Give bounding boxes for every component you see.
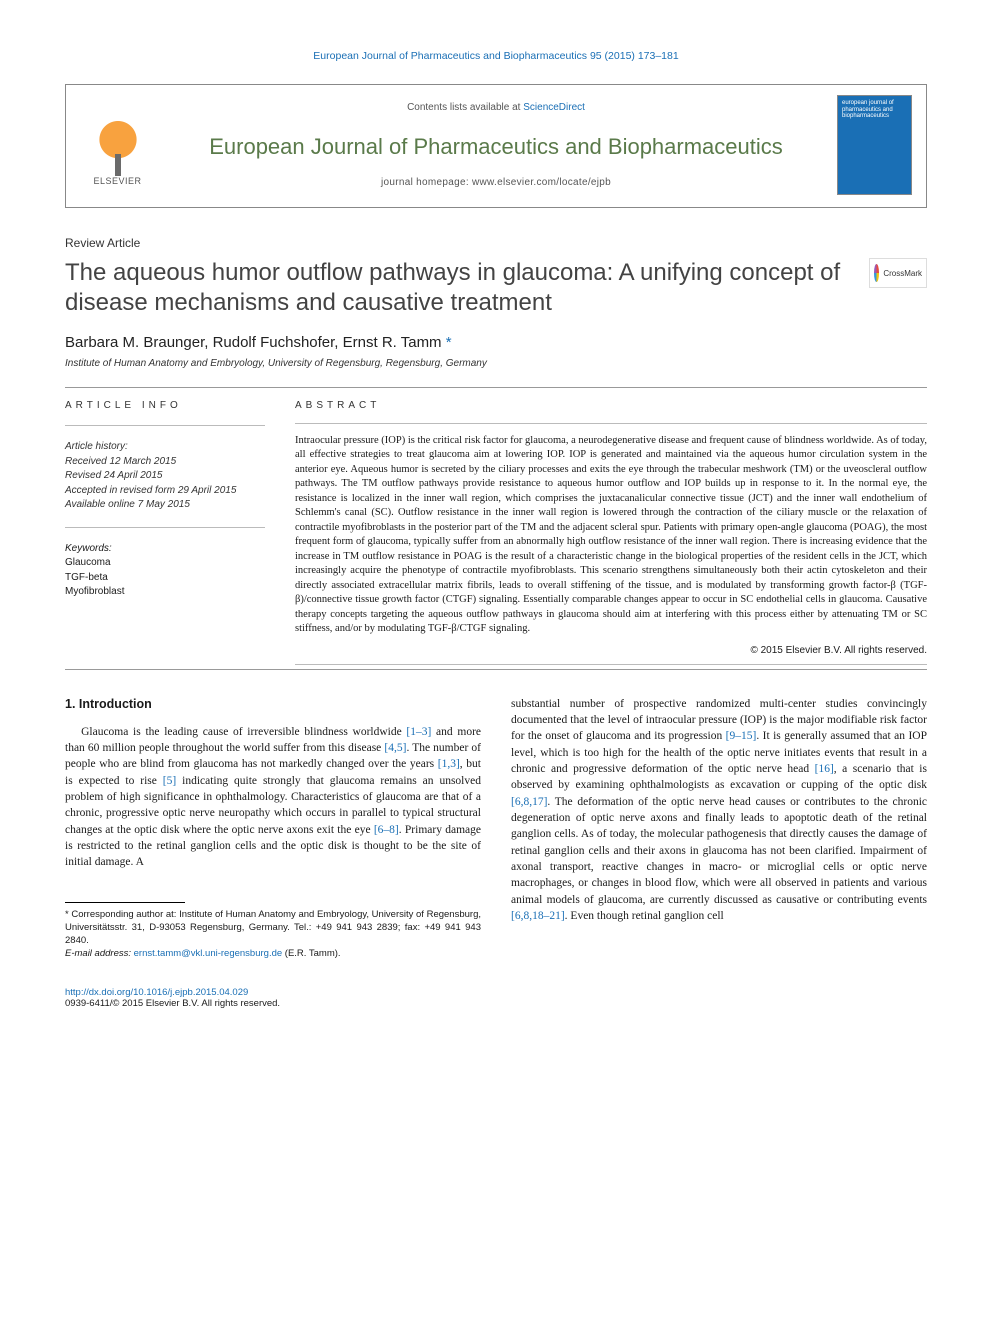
divider-top <box>65 387 927 388</box>
footnote-email-label: E-mail address: <box>65 948 134 959</box>
corresponding-marker: * <box>446 334 452 351</box>
journal-cover-thumbnail: european journal of pharmaceutics and bi… <box>837 95 912 195</box>
article-title: The aqueous humor outflow pathways in gl… <box>65 258 851 318</box>
divider-mid <box>65 669 927 670</box>
crossmark-label: CrossMark <box>883 269 922 278</box>
corresponding-author-footnote: * Corresponding author at: Institute of … <box>65 909 481 960</box>
journal-homepage: journal homepage: www.elsevier.com/locat… <box>167 177 825 188</box>
affiliation: Institute of Human Anatomy and Embryolog… <box>65 358 927 369</box>
contents-available-line: Contents lists available at ScienceDirec… <box>167 102 825 113</box>
history-received: Received 12 March 2015 <box>65 455 265 470</box>
authors-names: Barbara M. Braunger, Rudolf Fuchshofer, … <box>65 334 446 351</box>
page-footer: http://dx.doi.org/10.1016/j.ejpb.2015.04… <box>65 987 927 1009</box>
journal-name: European Journal of Pharmaceutics and Bi… <box>167 128 825 162</box>
footnote-rule <box>65 902 185 903</box>
sciencedirect-link[interactable]: ScienceDirect <box>523 102 585 113</box>
publisher-name: ELSEVIER <box>93 176 141 186</box>
abstract-heading: ABSTRACT <box>295 400 927 411</box>
article-history: Article history: Received 12 March 2015 … <box>65 440 265 513</box>
footnote-corr-text: * Corresponding author at: Institute of … <box>65 909 481 947</box>
intro-paragraph-1: Glaucoma is the leading cause of irrever… <box>65 724 481 871</box>
section-heading-intro: 1. Introduction <box>65 696 481 714</box>
issn-copyright: 0939-6411/© 2015 Elsevier B.V. All right… <box>65 998 280 1009</box>
keyword: Myofibroblast <box>65 585 265 600</box>
running-head: European Journal of Pharmaceutics and Bi… <box>65 50 927 62</box>
body-columns: 1. Introduction Glaucoma is the leading … <box>65 696 927 961</box>
crossmark-icon <box>874 264 879 282</box>
keyword: TGF-beta <box>65 571 265 586</box>
history-accepted: Accepted in revised form 29 April 2015 <box>65 484 265 499</box>
keyword: Glaucoma <box>65 556 265 571</box>
abstract-block: ABSTRACT Intraocular pressure (IOP) is t… <box>295 400 927 665</box>
footnote-email-link[interactable]: ernst.tamm@vkl.uni-regensburg.de <box>134 948 283 959</box>
elsevier-logo: ELSEVIER <box>80 104 155 186</box>
history-revised: Revised 24 April 2015 <box>65 469 265 484</box>
doi-link[interactable]: http://dx.doi.org/10.1016/j.ejpb.2015.04… <box>65 987 248 998</box>
authors-line: Barbara M. Braunger, Rudolf Fuchshofer, … <box>65 334 927 351</box>
history-heading: Article history: <box>65 440 265 455</box>
contents-prefix: Contents lists available at <box>407 102 523 113</box>
history-online: Available online 7 May 2015 <box>65 498 265 513</box>
journal-masthead: ELSEVIER Contents lists available at Sci… <box>65 84 927 208</box>
keywords-block: Keywords: Glaucoma TGF-beta Myofibroblas… <box>65 542 265 600</box>
abstract-copyright: © 2015 Elsevier B.V. All rights reserved… <box>295 645 927 656</box>
abstract-text: Intraocular pressure (IOP) is the critic… <box>295 434 927 637</box>
footnote-email-suffix: (E.R. Tamm). <box>282 948 340 959</box>
intro-paragraph-2: substantial number of prospective random… <box>511 696 927 925</box>
article-type: Review Article <box>65 236 927 250</box>
crossmark-badge[interactable]: CrossMark <box>869 258 927 288</box>
keywords-heading: Keywords: <box>65 542 265 557</box>
article-info-block: ARTICLE INFO Article history: Received 1… <box>65 400 265 665</box>
article-info-heading: ARTICLE INFO <box>65 400 265 411</box>
